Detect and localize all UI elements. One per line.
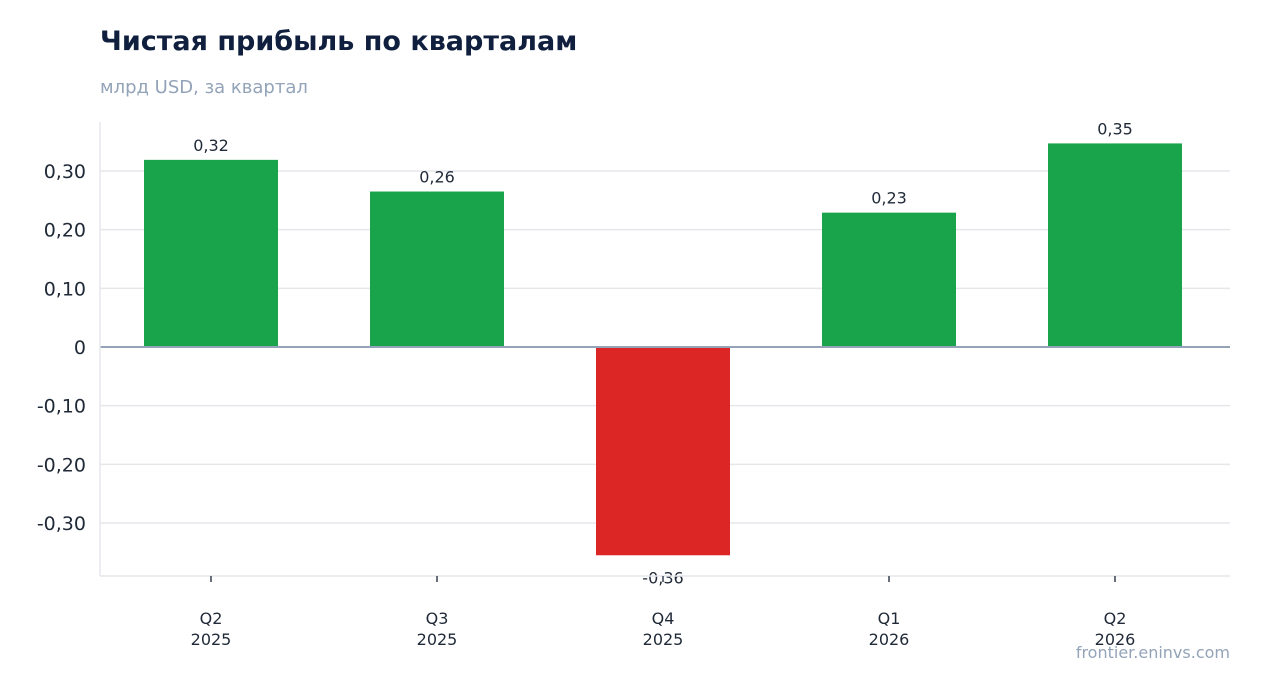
bar bbox=[144, 159, 278, 347]
x-tick-label: Q1 bbox=[878, 609, 901, 628]
y-tick-label: 0 bbox=[74, 337, 86, 359]
x-tick-label-year: 2026 bbox=[869, 630, 910, 649]
x-tick-label: Q4 bbox=[652, 609, 675, 628]
y-tick-label: -0,10 bbox=[37, 396, 86, 418]
y-axis: -0,30 -0,20 -0,10 0 0,10 0,20 0,30 bbox=[37, 122, 101, 576]
bar bbox=[596, 347, 730, 556]
data-label: 0,23 bbox=[871, 189, 907, 208]
bar bbox=[370, 191, 504, 347]
chart-subtitle: млрд USD, за квартал bbox=[100, 77, 308, 98]
x-tick-label-year: 2025 bbox=[191, 630, 232, 649]
x-tick-label: Q2 bbox=[1104, 609, 1127, 628]
data-label: 0,26 bbox=[419, 168, 455, 187]
x-tick-label-year: 2025 bbox=[643, 630, 684, 649]
y-tick-label: -0,30 bbox=[37, 513, 86, 535]
x-tick-label: Q3 bbox=[426, 609, 449, 628]
data-label: 0,32 bbox=[193, 136, 229, 155]
chart-title: Чистая прибыль по кварталам bbox=[100, 26, 578, 57]
bar bbox=[1048, 143, 1182, 347]
value-labels: 0,320,26-0,360,230,35 bbox=[193, 119, 1133, 587]
x-tick-label-year: 2026 bbox=[1095, 630, 1136, 649]
y-tick-label: 0,20 bbox=[44, 220, 86, 242]
x-axis: Q2 2025 Q3 2025 Q4 2025 Q1 2026 Q2 2026 bbox=[100, 575, 1230, 649]
y-tick-label: 0,10 bbox=[44, 278, 86, 300]
y-tick-label: -0,20 bbox=[37, 454, 86, 476]
source-watermark: frontier.eninvs.com bbox=[1075, 643, 1230, 662]
y-tick-label: 0,30 bbox=[44, 161, 86, 183]
x-tick-label: Q2 bbox=[200, 609, 223, 628]
x-tick-label-year: 2025 bbox=[417, 630, 458, 649]
bars bbox=[144, 143, 1182, 556]
bar bbox=[822, 212, 956, 347]
data-label: 0,35 bbox=[1097, 119, 1133, 138]
